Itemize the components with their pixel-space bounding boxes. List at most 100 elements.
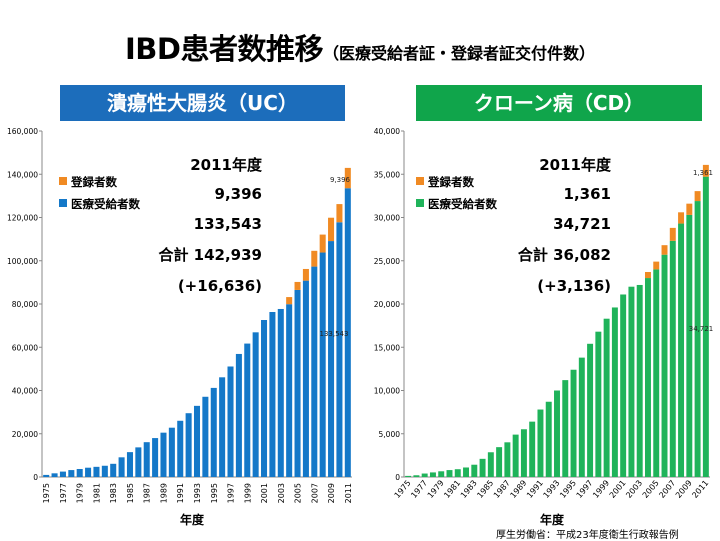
uc-bar-certified bbox=[336, 222, 343, 477]
cd-x-tick-label: 1995 bbox=[558, 479, 578, 500]
uc-bar-certified bbox=[210, 387, 217, 477]
cd-x-tick-label: 1999 bbox=[591, 479, 611, 500]
uc-bar-certified bbox=[252, 332, 259, 477]
uc-bar-certified bbox=[286, 304, 293, 477]
uc-x-tick-label: 1975 bbox=[42, 483, 51, 503]
uc-bar-registered bbox=[302, 268, 309, 281]
cd-y-tick-label: 5,000 bbox=[379, 430, 401, 439]
uc-bar-registered bbox=[328, 217, 335, 242]
uc-legend-registered: 登録者数 bbox=[70, 175, 117, 189]
cd-x-tick-label: 2007 bbox=[657, 479, 677, 500]
cd-bar-certified bbox=[496, 447, 503, 477]
uc-x-tick-label: 2003 bbox=[277, 483, 286, 503]
cd-bar-certified bbox=[686, 214, 693, 477]
cd-x-axis-title: 年度 bbox=[540, 512, 565, 527]
cd-bar-certified bbox=[678, 223, 685, 477]
uc-bar-registered bbox=[286, 297, 293, 305]
cd-y-tick-label: 10,000 bbox=[374, 387, 400, 396]
uc-bar-certified bbox=[311, 266, 318, 477]
uc-bar-registered bbox=[336, 204, 343, 223]
cd-summary-certified: 34,721 bbox=[553, 215, 611, 233]
uc-bar-certified bbox=[101, 465, 108, 477]
uc-bar-certified bbox=[118, 457, 125, 477]
cd-y-tick-label: 40,000 bbox=[374, 127, 400, 136]
uc-y-tick-label: 100,000 bbox=[7, 257, 38, 266]
cd-bar-certified bbox=[446, 470, 453, 477]
uc-x-tick-label: 1991 bbox=[176, 483, 185, 503]
uc-bar-certified bbox=[168, 427, 175, 477]
cd-bar-certified bbox=[545, 401, 552, 477]
page-title: IBD患者数推移（医療受給者証・登録者証交付件数） bbox=[0, 26, 720, 68]
cd-bar-certified bbox=[611, 307, 618, 477]
cd-bar-certified bbox=[504, 442, 511, 477]
uc-summary-change: (+16,636) bbox=[178, 277, 262, 295]
cd-bar-certified bbox=[454, 469, 461, 477]
cd-bar-certified bbox=[702, 176, 709, 478]
uc-legend-certified: 医療受給者数 bbox=[71, 197, 140, 211]
cd-bar-certified bbox=[669, 240, 676, 477]
uc-bar-certified bbox=[76, 468, 83, 477]
uc-x-tick-label: 1985 bbox=[126, 483, 135, 503]
uc-x-tick-label: 1993 bbox=[193, 483, 202, 503]
cd-legend-swatch-certified bbox=[416, 199, 424, 207]
cd-bar-certified bbox=[570, 369, 577, 477]
uc-x-tick-label: 2001 bbox=[260, 483, 269, 503]
uc-banner: 潰瘍性大腸炎（UC） bbox=[60, 85, 345, 121]
uc-y-tick-label: 60,000 bbox=[12, 343, 38, 352]
cd-banner: クローン病（CD） bbox=[416, 85, 702, 121]
cd-bar-certified bbox=[479, 458, 486, 477]
uc-bar-certified bbox=[302, 280, 309, 477]
uc-y-tick-label: 80,000 bbox=[12, 300, 38, 309]
title-main: IBD患者数推移 bbox=[125, 32, 323, 66]
cd-summary-heading: 2011年度 bbox=[539, 156, 612, 174]
cd-bar-certified bbox=[661, 254, 668, 477]
uc-x-tick-label: 2005 bbox=[294, 483, 303, 503]
cd-x-tick-label: 1977 bbox=[409, 479, 429, 500]
uc-bar-registered bbox=[294, 281, 301, 290]
cd-x-tick-label: 1993 bbox=[542, 479, 562, 500]
uc-x-tick-label: 1987 bbox=[143, 483, 152, 503]
cd-x-tick-label: 2011 bbox=[690, 479, 710, 500]
cd-x-tick-label: 2005 bbox=[641, 479, 661, 500]
cd-x-tick-label: 2001 bbox=[608, 479, 628, 500]
cd-bar-registered bbox=[694, 191, 701, 202]
cd-x-tick-label: 1983 bbox=[459, 479, 479, 500]
cd-bar-certified bbox=[578, 357, 585, 477]
cd-bar-certified bbox=[644, 278, 651, 477]
uc-bar-certified bbox=[319, 252, 326, 477]
uc-summary-total-value: 142,939 bbox=[194, 246, 262, 264]
cd-bar-certified bbox=[653, 269, 660, 477]
cd-bar-certified bbox=[438, 471, 445, 477]
uc-bar-certified bbox=[294, 289, 301, 477]
cd-bar-certified bbox=[421, 473, 428, 477]
uc-y-tick-label: 40,000 bbox=[12, 387, 38, 396]
cd-legend-registered: 登録者数 bbox=[427, 175, 474, 189]
uc-y-tick-label: 20,000 bbox=[12, 430, 38, 439]
uc-bar-certified bbox=[43, 474, 50, 477]
uc-y-tick-label: 0 bbox=[33, 473, 38, 482]
uc-bar-certified bbox=[51, 473, 58, 477]
cd-bar-certified bbox=[595, 331, 602, 477]
cd-bar-registered bbox=[678, 212, 685, 224]
uc-bar-certified bbox=[85, 467, 92, 477]
uc-legend-swatch-registered bbox=[59, 177, 67, 185]
cd-bar-registered bbox=[661, 245, 668, 255]
cd-x-tick-label: 1987 bbox=[492, 479, 512, 500]
uc-bar-registered bbox=[344, 167, 351, 189]
uc-summary-heading: 2011年度 bbox=[190, 156, 263, 174]
uc-bar-certified bbox=[269, 312, 276, 477]
uc-bar-certified bbox=[126, 452, 133, 477]
uc-bar-certified bbox=[143, 442, 150, 477]
cd-y-tick-label: 20,000 bbox=[374, 300, 400, 309]
uc-bar-certified bbox=[160, 432, 167, 477]
uc-x-tick-label: 1999 bbox=[243, 483, 252, 503]
cd-bar-registered bbox=[669, 227, 676, 241]
cd-x-tick-label: 2003 bbox=[624, 479, 644, 500]
cd-y-tick-label: 35,000 bbox=[374, 170, 400, 179]
uc-x-tick-label: 1997 bbox=[227, 483, 236, 503]
uc-bar-certified bbox=[235, 353, 242, 477]
cd-bar-certified bbox=[537, 409, 544, 477]
uc-bar-certified bbox=[244, 343, 251, 477]
uc-summary-total: 合計 142,939 bbox=[157, 246, 262, 264]
cd-x-tick-label: 1989 bbox=[508, 479, 528, 500]
